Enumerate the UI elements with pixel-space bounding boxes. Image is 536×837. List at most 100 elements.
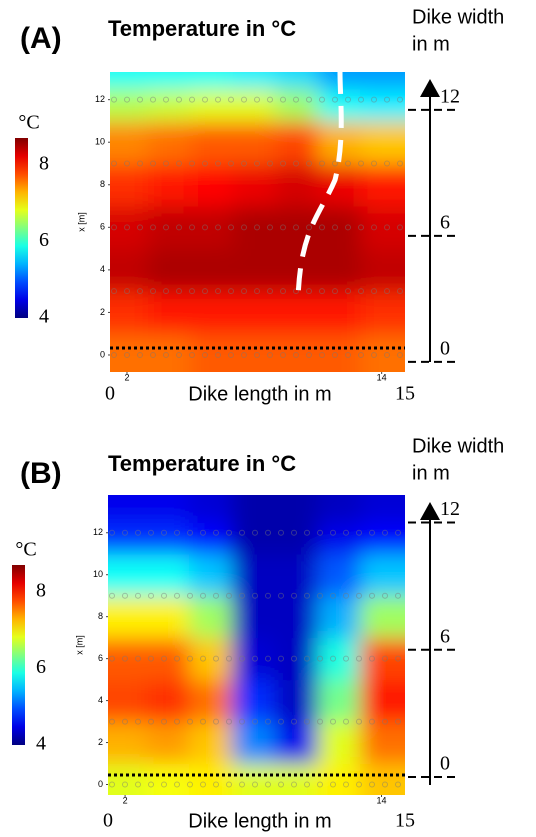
sensor-dot: [317, 529, 323, 536]
heat-cell: [275, 291, 319, 335]
sensor-dot: [330, 781, 336, 788]
length-tick-label: 15: [395, 810, 415, 832]
heatmap: [108, 495, 405, 795]
sensor-dot: [161, 592, 167, 599]
y-tick-label: 2: [100, 307, 105, 317]
heat-cell: [360, 89, 405, 122]
sensor-dot: [176, 96, 182, 103]
dike-path: [295, 71, 344, 301]
sensor-dot: [345, 288, 351, 295]
sensor-dot: [239, 592, 245, 599]
y-tick-label: 4: [98, 695, 103, 705]
sensor-dot: [332, 351, 338, 358]
sensor-dot: [215, 160, 221, 167]
heat-cell: [233, 72, 277, 90]
panel-label: (A): [20, 22, 62, 55]
sensor-dot: [124, 351, 130, 358]
sensor-dot: [291, 655, 297, 662]
width-arrow: [420, 79, 440, 97]
sensor-dot: [163, 351, 169, 358]
sensor-dot: [371, 351, 377, 358]
sensor-dot: [384, 96, 390, 103]
sensor-dot: [187, 781, 193, 788]
sensor-dot: [395, 592, 401, 599]
sensor-dot: [200, 655, 206, 662]
heat-cell: [274, 595, 318, 639]
heat-cell: [360, 637, 405, 681]
heat-cell: [360, 763, 405, 795]
sensor-dot: [332, 224, 338, 231]
width-label: in m: [412, 33, 450, 55]
sensor-dot: [124, 96, 130, 103]
heat-cell: [108, 763, 147, 795]
heat-cell: [148, 89, 192, 122]
heat-cell: [110, 333, 149, 372]
heat-cell: [189, 721, 233, 765]
sensor-dot: [254, 96, 260, 103]
sensor-dot: [304, 529, 310, 536]
y-tick-label: 8: [98, 611, 103, 621]
x-tick-label: 14: [377, 372, 387, 382]
sensor-dot: [135, 592, 141, 599]
sensor-dot: [371, 160, 377, 167]
width-arrow: [420, 502, 440, 520]
heat-cell: [148, 291, 192, 335]
heat-cell: [274, 637, 318, 681]
sensor-dot: [278, 718, 284, 725]
sensor-dot: [397, 224, 403, 231]
heat-cell: [146, 495, 190, 523]
sensor-dot: [397, 351, 403, 358]
heat-cell: [317, 763, 361, 795]
heat-cell: [360, 495, 405, 523]
sensor-dot: [189, 351, 195, 358]
sensor-dot: [265, 592, 271, 599]
sensor-dot: [137, 160, 143, 167]
heat-cell: [317, 248, 361, 292]
sensor-dot: [228, 351, 234, 358]
sensor-dot: [345, 224, 351, 231]
sensor-dot: [252, 781, 258, 788]
sensor-dot: [241, 288, 247, 295]
sensor-dot: [122, 529, 128, 536]
heat-cell: [110, 163, 149, 207]
heat-cell: [108, 522, 147, 555]
sensor-dot: [213, 655, 219, 662]
y-tick-label: 0: [100, 349, 105, 359]
sensor-dot: [317, 655, 323, 662]
width-label: in m: [412, 462, 450, 484]
sensor-dot: [163, 288, 169, 295]
length-label: Dike length in m: [188, 383, 331, 405]
width-label: Dike width: [412, 435, 504, 457]
y-tick-label: 10: [95, 137, 105, 147]
sensor-dot: [215, 288, 221, 295]
heat-cell: [190, 163, 234, 207]
sensor-dot: [291, 592, 297, 599]
x-tick-label: 2: [124, 372, 129, 382]
sensor-dot: [150, 224, 156, 231]
sensor-dot: [280, 351, 286, 358]
sensor-dot: [343, 781, 349, 788]
sensor-dot: [254, 160, 260, 167]
heat-cell: [275, 120, 319, 164]
heatmap-cells: [110, 72, 405, 372]
sensor-dot: [150, 351, 156, 358]
sensor-dot: [189, 96, 195, 103]
sensor-dot: [330, 592, 336, 599]
heat-cell: [189, 679, 233, 723]
sensor-dot: [176, 288, 182, 295]
heat-cell: [360, 120, 405, 164]
heat-cell: [274, 763, 318, 795]
sensor-dot: [137, 351, 143, 358]
sensor-dot: [163, 160, 169, 167]
heat-cell: [360, 291, 405, 335]
sensor-dot: [358, 351, 364, 358]
sensor-dot: [293, 96, 299, 103]
heat-cell: [189, 763, 233, 795]
sensor-dot: [124, 160, 130, 167]
sensor-dot: [202, 96, 208, 103]
sensor-dot: [382, 781, 388, 788]
heat-cell: [231, 763, 276, 795]
sensor-dot: [317, 718, 323, 725]
sensor-dot: [213, 529, 219, 536]
